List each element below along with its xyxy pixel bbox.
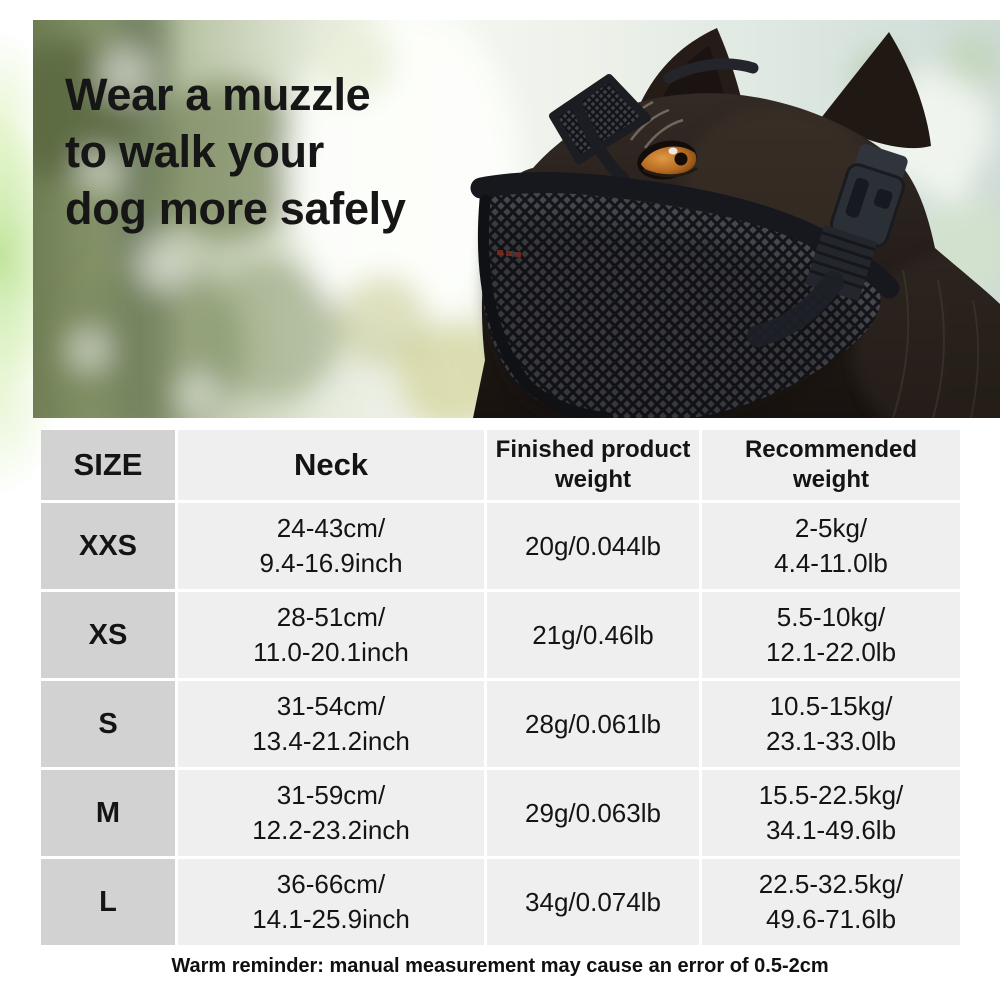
recommended-weight-cell: 22.5-32.5kg/ 49.6-71.6lb [702,859,960,945]
finished-weight-cell: 34g/0.074lb [487,859,699,945]
finished-weight-cell: 20g/0.044lb [487,503,699,589]
finished-weight-cell: 28g/0.061lb [487,681,699,767]
warm-reminder-note: Warm reminder: manual measurement may ca… [171,955,829,977]
size-cell: M [41,770,175,856]
finished-weight-cell: 21g/0.46lb [487,592,699,678]
hero-photo: Wear a muzzle to walk your dog more safe… [33,20,1000,418]
recommended-weight-cell: 2-5kg/ 4.4-11.0lb [702,503,960,589]
neck-cell: 24-43cm/ 9.4-16.9inch [178,503,484,589]
recommended-weight-cell: 5.5-10kg/ 12.1-22.0lb [702,592,960,678]
size-cell: S [41,681,175,767]
table-row-s: S 31-54cm/ 13.4-21.2inch 28g/0.061lb 10.… [41,681,960,767]
col-header-neck: Neck [178,430,484,500]
neck-cell: 36-66cm/ 14.1-25.9inch [178,859,484,945]
table-row-xxs: XXS 24-43cm/ 9.4-16.9inch 20g/0.044lb 2-… [41,503,960,589]
finished-weight-cell: 29g/0.063lb [487,770,699,856]
recommended-weight-cell: 15.5-22.5kg/ 34.1-49.6lb [702,770,960,856]
size-chart-header: SIZE Neck Finished product weight Recomm… [41,430,960,500]
table-row-xs: XS 28-51cm/ 11.0-20.1inch 21g/0.46lb 5.5… [41,592,960,678]
table-row-l: L 36-66cm/ 14.1-25.9inch 34g/0.074lb 22.… [41,859,960,945]
col-header-recommended-weight: Recommended weight [702,430,960,500]
neck-cell: 31-59cm/ 12.2-23.2inch [178,770,484,856]
table-row-m: M 31-59cm/ 12.2-23.2inch 29g/0.063lb 15.… [41,770,960,856]
size-cell: L [41,859,175,945]
size-cell: XS [41,592,175,678]
col-header-size: SIZE [41,430,175,500]
col-header-finished-weight: Finished product weight [487,430,699,500]
dog-muzzle-photo-illustration [33,20,1000,418]
size-chart-table: SIZE Neck Finished product weight Recomm… [38,427,963,948]
size-cell: XXS [41,503,175,589]
hero-headline: Wear a muzzle to walk your dog more safe… [65,69,406,234]
neck-cell: 28-51cm/ 11.0-20.1inch [178,592,484,678]
header-row: SIZE Neck Finished product weight Recomm… [41,430,960,500]
recommended-weight-cell: 10.5-15kg/ 23.1-33.0lb [702,681,960,767]
neck-cell: 31-54cm/ 13.4-21.2inch [178,681,484,767]
